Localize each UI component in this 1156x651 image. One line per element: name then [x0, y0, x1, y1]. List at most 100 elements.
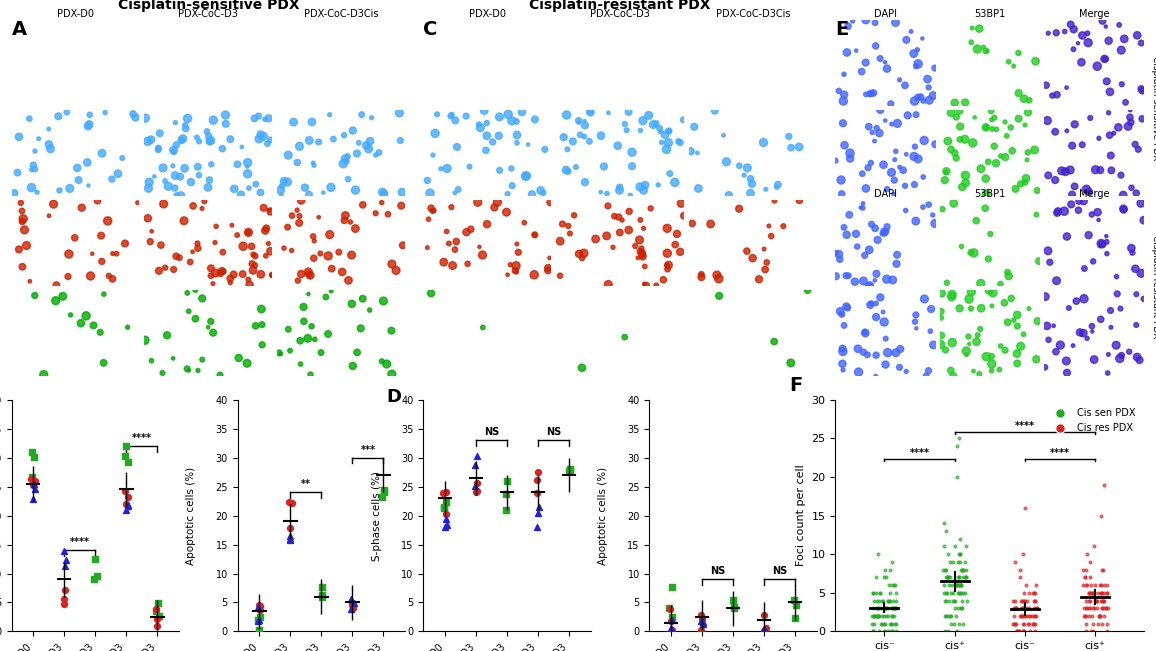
Point — [835, 222, 853, 232]
Point — [147, 614, 165, 624]
Point — [1080, 230, 1098, 240]
Point — [119, 501, 138, 512]
Point — [865, 611, 883, 621]
Point — [299, 289, 318, 299]
Point — [946, 596, 964, 606]
Text: Cisplatin-resistant PDX: Cisplatin-resistant PDX — [1150, 235, 1156, 339]
Point — [1023, 618, 1042, 629]
Point — [613, 215, 631, 225]
Point — [951, 121, 970, 132]
Point — [1023, 611, 1042, 621]
Point — [529, 502, 548, 512]
Point — [200, 136, 218, 146]
Point — [924, 210, 942, 220]
Point — [968, 337, 986, 347]
Point — [296, 182, 314, 193]
Point — [423, 206, 442, 216]
Point — [1075, 294, 1094, 304]
Point — [24, 494, 43, 505]
Point — [941, 557, 959, 567]
Point — [147, 606, 165, 616]
Point — [870, 104, 889, 115]
Point — [785, 595, 803, 605]
Point — [460, 161, 479, 172]
Point — [1091, 588, 1110, 598]
Point — [171, 191, 190, 201]
Point — [1080, 596, 1098, 606]
Point — [731, 161, 749, 171]
Point — [662, 616, 681, 627]
Point — [60, 249, 79, 259]
Point — [1067, 296, 1085, 307]
Point — [868, 611, 887, 621]
Point — [976, 203, 994, 214]
Point — [96, 107, 114, 118]
Point — [290, 217, 309, 228]
Point — [950, 580, 969, 590]
Point — [1009, 626, 1028, 637]
Point — [198, 126, 216, 137]
Point — [683, 218, 702, 229]
Point — [870, 596, 889, 606]
Point — [13, 216, 31, 227]
Point — [1018, 147, 1037, 158]
Point — [1066, 181, 1084, 191]
Point — [1087, 596, 1105, 606]
Point — [977, 46, 995, 56]
Point — [1077, 564, 1096, 575]
Point — [1055, 206, 1074, 216]
Point — [762, 231, 780, 242]
Point — [859, 281, 877, 291]
Point — [372, 197, 391, 208]
Point — [373, 187, 392, 197]
Point — [1052, 165, 1070, 176]
Point — [366, 208, 385, 219]
Point — [864, 626, 882, 637]
Point — [258, 139, 276, 149]
Point — [342, 594, 361, 604]
Point — [1097, 21, 1116, 32]
Point — [916, 294, 934, 304]
Point — [1099, 36, 1118, 46]
Point — [935, 626, 954, 637]
Point — [858, 350, 876, 360]
Point — [885, 175, 904, 186]
Point — [119, 500, 138, 510]
Point — [422, 203, 440, 214]
Point — [946, 580, 964, 590]
Point — [165, 171, 184, 181]
Point — [1077, 184, 1096, 195]
Point — [509, 247, 527, 258]
Point — [876, 618, 895, 629]
Point — [627, 241, 645, 251]
Point — [1075, 611, 1094, 621]
Point — [862, 88, 881, 98]
Point — [987, 158, 1006, 169]
Point — [86, 554, 104, 564]
Point — [573, 253, 592, 263]
Point — [876, 603, 895, 613]
Point — [867, 588, 885, 598]
Point — [570, 249, 588, 259]
Point — [672, 198, 690, 208]
Point — [13, 206, 31, 216]
Point — [1030, 256, 1048, 266]
Text: NS: NS — [772, 566, 787, 576]
Point — [1091, 611, 1110, 621]
Point — [1126, 139, 1144, 150]
Point — [1055, 26, 1074, 36]
Point — [636, 180, 654, 190]
Point — [714, 130, 733, 141]
Point — [919, 199, 938, 210]
Point — [1006, 603, 1024, 613]
Y-axis label: Cis⁺: Cis⁺ — [0, 148, 9, 158]
Point — [830, 254, 849, 264]
Point — [956, 572, 975, 583]
Point — [862, 219, 881, 230]
Point — [25, 146, 44, 156]
Point — [1046, 346, 1065, 357]
Point — [876, 572, 895, 583]
Point — [1066, 119, 1084, 130]
Text: ****: **** — [1015, 421, 1035, 430]
Point — [246, 179, 265, 189]
